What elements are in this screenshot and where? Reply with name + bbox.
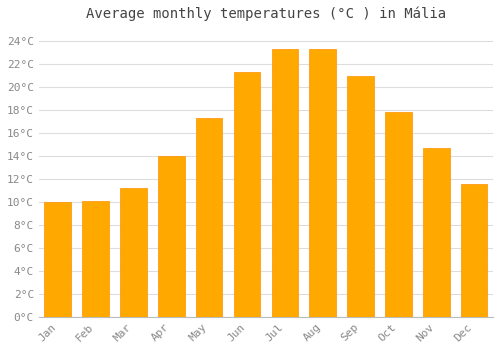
Bar [120,188,146,317]
Bar [348,76,374,317]
Bar [196,118,222,317]
Bar [310,49,336,317]
Bar [385,112,411,317]
Bar [272,49,298,317]
Bar [158,156,184,317]
Bar [423,148,450,317]
Title: Average monthly temperatures (°C ) in Mália: Average monthly temperatures (°C ) in Má… [86,7,446,21]
Bar [234,72,260,317]
Bar [461,183,487,317]
Bar [82,201,109,317]
Bar [44,202,71,317]
